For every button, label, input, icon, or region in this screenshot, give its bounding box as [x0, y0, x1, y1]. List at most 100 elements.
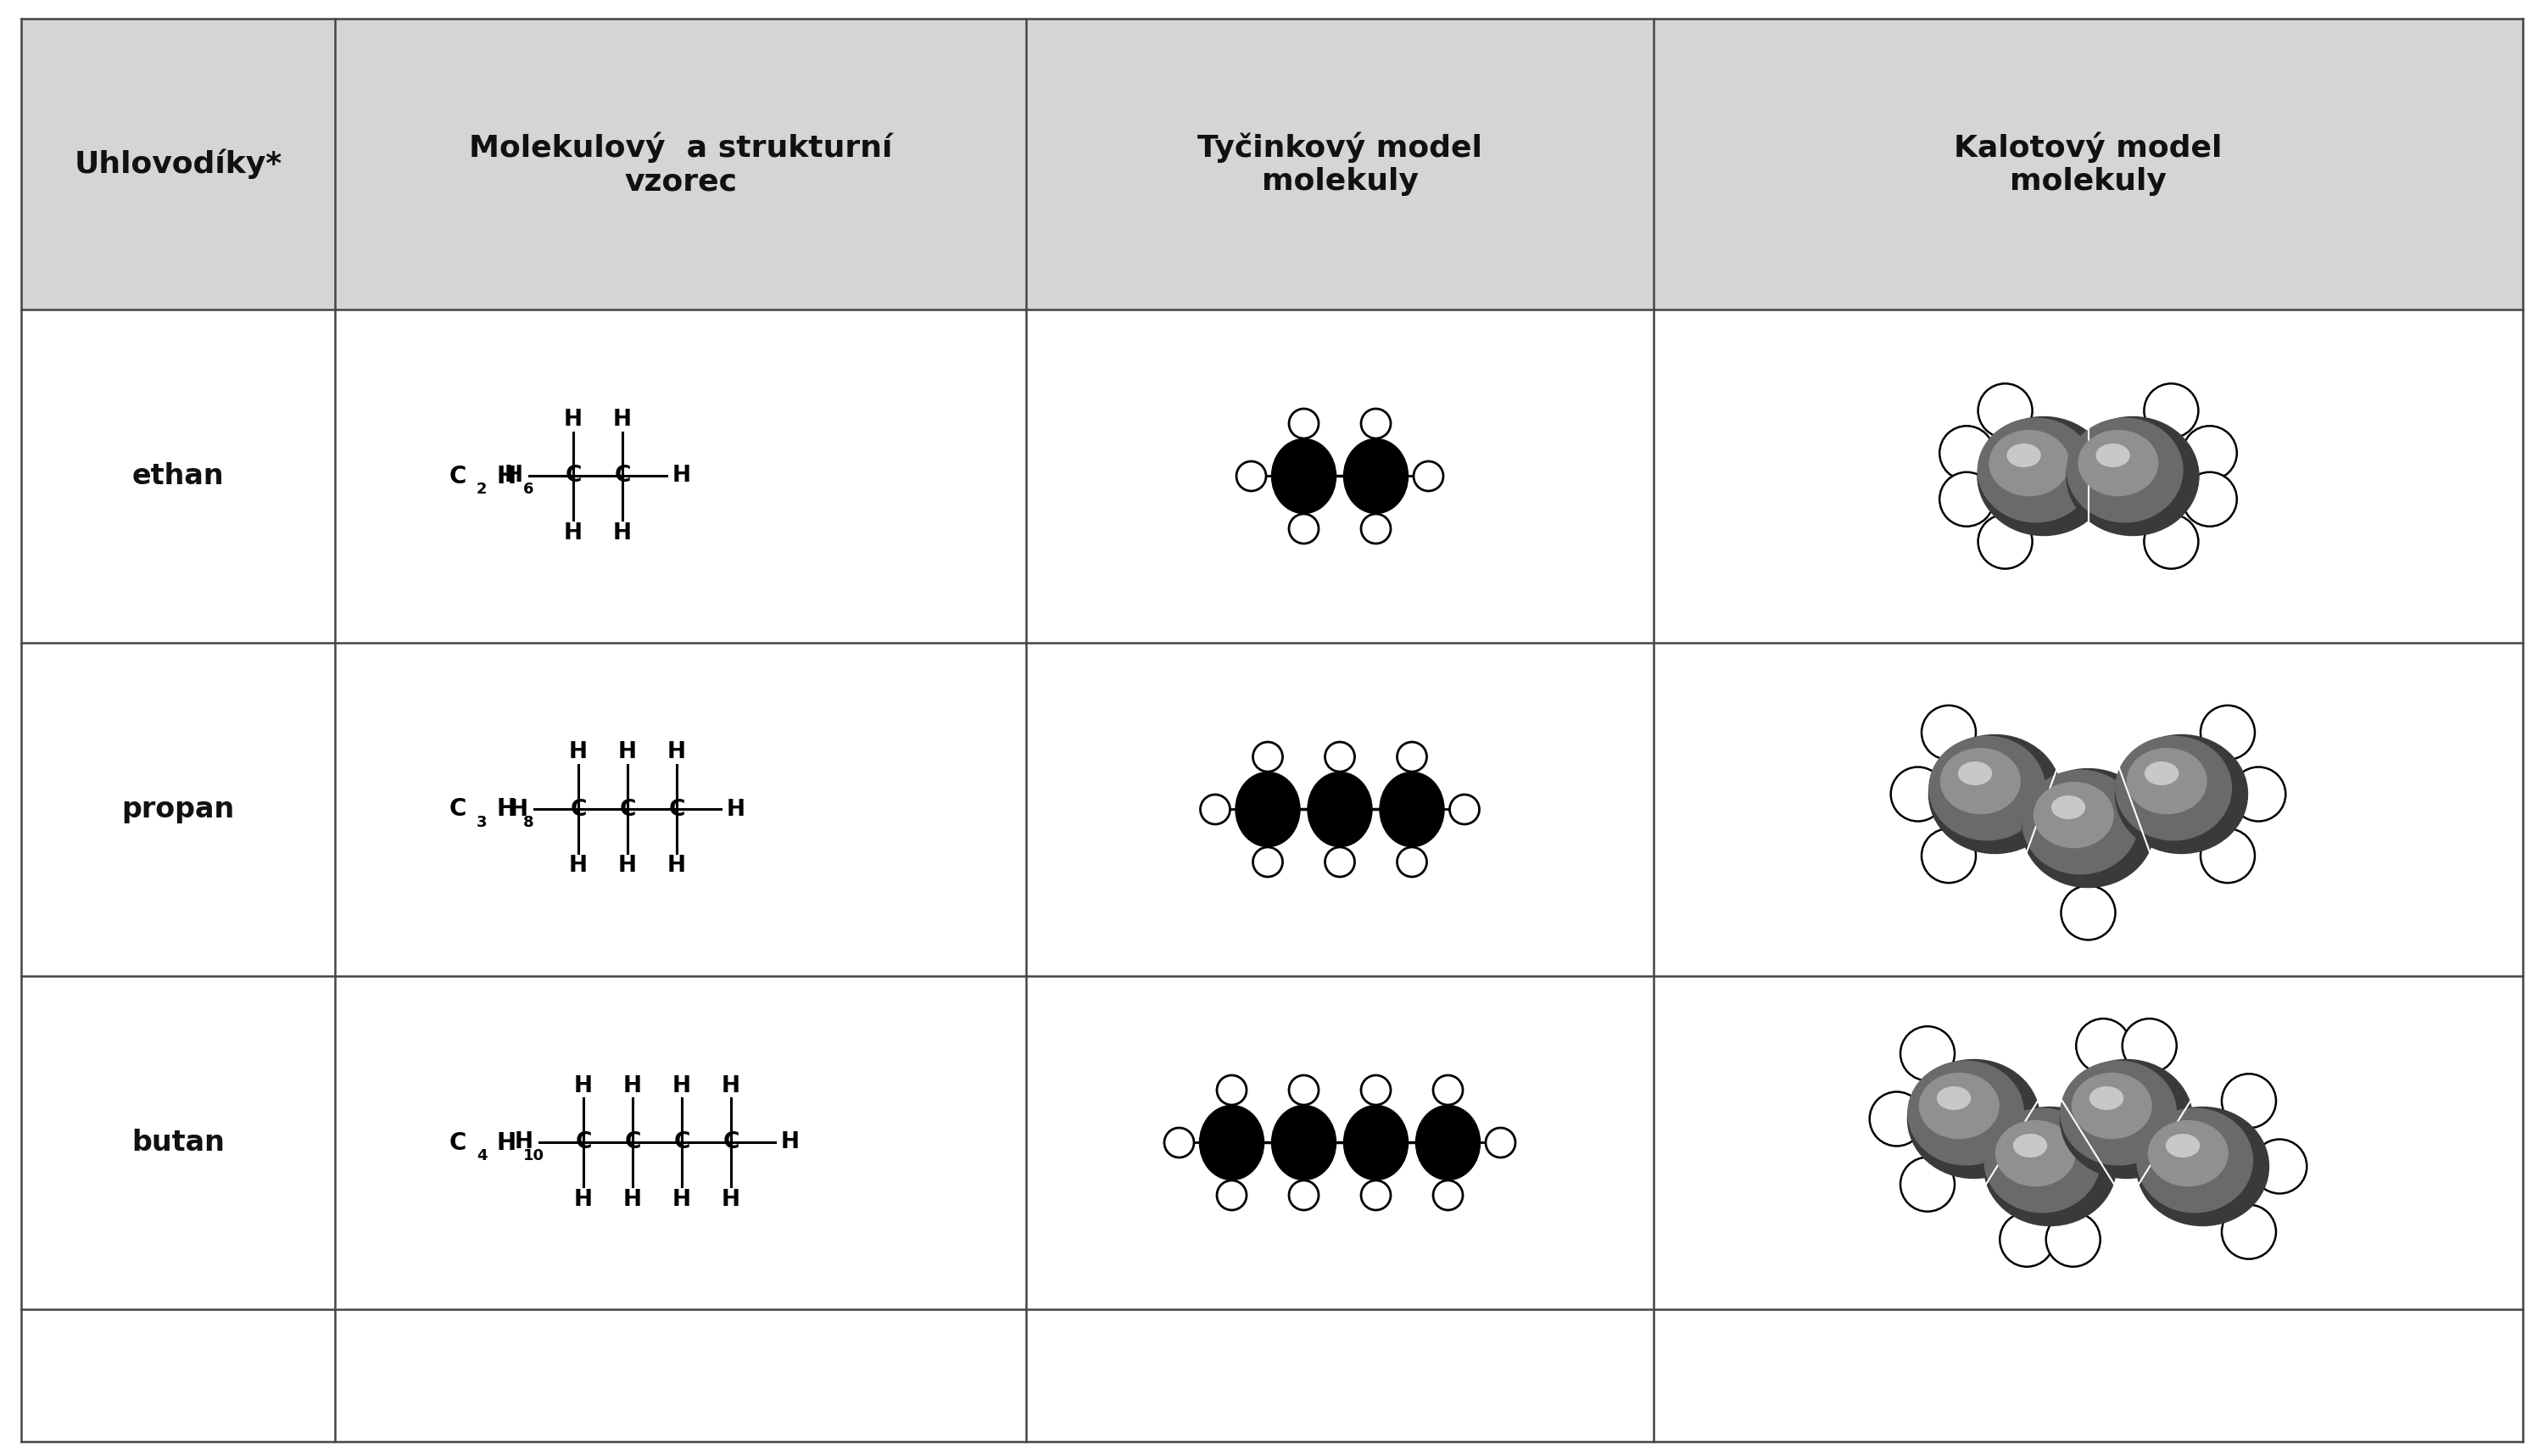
- Text: 8: 8: [524, 814, 534, 830]
- Circle shape: [1361, 409, 1392, 438]
- Ellipse shape: [2145, 761, 2178, 785]
- Text: C: C: [618, 798, 636, 820]
- Circle shape: [2000, 1213, 2053, 1267]
- Circle shape: [2061, 885, 2117, 941]
- Circle shape: [2076, 1019, 2129, 1073]
- Bar: [1654, 976, 2524, 1309]
- Ellipse shape: [1941, 748, 2020, 814]
- Text: 4: 4: [476, 1147, 488, 1163]
- Circle shape: [1432, 1075, 1463, 1105]
- Ellipse shape: [2007, 444, 2040, 467]
- Circle shape: [1361, 1075, 1392, 1105]
- Text: C: C: [570, 798, 588, 820]
- Bar: [1654, 310, 2524, 642]
- Circle shape: [1450, 795, 1481, 824]
- Ellipse shape: [2091, 1086, 2124, 1109]
- Ellipse shape: [2078, 431, 2157, 495]
- Ellipse shape: [1984, 1107, 2117, 1226]
- Ellipse shape: [1989, 431, 2068, 495]
- Ellipse shape: [2073, 1073, 2152, 1139]
- Ellipse shape: [2035, 782, 2114, 847]
- Circle shape: [1900, 1026, 1954, 1080]
- Text: H: H: [722, 1075, 740, 1096]
- Text: 10: 10: [524, 1147, 544, 1163]
- Ellipse shape: [1977, 418, 2094, 523]
- Ellipse shape: [2150, 1121, 2229, 1187]
- Circle shape: [1870, 1092, 1923, 1146]
- Ellipse shape: [1308, 772, 1371, 847]
- Bar: [20, 19, 336, 310]
- Text: 6: 6: [524, 482, 534, 496]
- Circle shape: [1432, 1181, 1463, 1210]
- Text: H: H: [623, 1075, 641, 1096]
- Text: C: C: [575, 1131, 593, 1153]
- Bar: [336, 642, 1025, 976]
- Text: 3: 3: [476, 814, 488, 830]
- Ellipse shape: [1201, 1105, 1264, 1179]
- Circle shape: [2201, 828, 2254, 882]
- Circle shape: [1397, 847, 1427, 877]
- Text: C: C: [669, 798, 684, 820]
- Circle shape: [1325, 847, 1353, 877]
- Text: C: C: [722, 1131, 740, 1153]
- Ellipse shape: [1928, 735, 2061, 853]
- Ellipse shape: [1908, 1061, 2022, 1165]
- Ellipse shape: [2117, 737, 2231, 840]
- Ellipse shape: [1343, 1105, 1409, 1179]
- Circle shape: [1921, 705, 1977, 760]
- Text: H: H: [496, 1131, 516, 1155]
- Ellipse shape: [1928, 737, 2045, 840]
- Text: H: H: [618, 855, 636, 878]
- Circle shape: [1290, 409, 1318, 438]
- Circle shape: [1979, 383, 2033, 438]
- Ellipse shape: [1939, 1086, 1972, 1109]
- Text: H: H: [667, 741, 687, 763]
- Text: Molekulový  a strukturní
vzorec: Molekulový a strukturní vzorec: [468, 132, 893, 197]
- Text: H: H: [613, 408, 631, 431]
- Text: H: H: [565, 408, 583, 431]
- Circle shape: [1290, 514, 1318, 543]
- Ellipse shape: [1984, 1108, 2099, 1213]
- Circle shape: [1890, 767, 1946, 821]
- Ellipse shape: [2137, 1108, 2251, 1213]
- Text: Tyčinkový model
molekuly: Tyčinkový model molekuly: [1198, 132, 1483, 197]
- Ellipse shape: [2015, 1134, 2048, 1158]
- Circle shape: [2045, 1213, 2101, 1267]
- Text: C: C: [623, 1131, 641, 1153]
- Circle shape: [1216, 1075, 1247, 1105]
- Ellipse shape: [1977, 416, 2109, 536]
- Circle shape: [1252, 743, 1282, 772]
- Circle shape: [1252, 847, 1282, 877]
- Ellipse shape: [2066, 418, 2183, 523]
- Circle shape: [2221, 1075, 2277, 1128]
- Ellipse shape: [1959, 761, 1992, 785]
- Bar: [20, 642, 336, 976]
- Text: H: H: [504, 464, 524, 488]
- Text: H: H: [722, 1188, 740, 1210]
- Text: propan: propan: [122, 795, 234, 824]
- Circle shape: [1397, 743, 1427, 772]
- Ellipse shape: [1272, 1105, 1336, 1179]
- Bar: [1025, 310, 1654, 642]
- Bar: [20, 310, 336, 642]
- Text: H: H: [565, 521, 583, 545]
- Bar: [336, 310, 1025, 642]
- Circle shape: [1290, 1181, 1318, 1210]
- Ellipse shape: [2022, 770, 2137, 874]
- Ellipse shape: [1997, 1121, 2076, 1187]
- Circle shape: [1361, 1181, 1392, 1210]
- Circle shape: [2201, 705, 2254, 760]
- Text: C: C: [674, 1131, 689, 1153]
- Circle shape: [1979, 514, 2033, 569]
- Text: C: C: [565, 464, 583, 488]
- Circle shape: [1939, 427, 1994, 480]
- Bar: [1654, 19, 2524, 310]
- Ellipse shape: [1236, 772, 1300, 847]
- Bar: [336, 19, 1025, 310]
- Ellipse shape: [1343, 438, 1409, 514]
- Circle shape: [1414, 462, 1442, 491]
- Ellipse shape: [1908, 1060, 2040, 1178]
- Text: butan: butan: [132, 1128, 224, 1156]
- Ellipse shape: [1272, 438, 1336, 514]
- Circle shape: [1236, 462, 1267, 491]
